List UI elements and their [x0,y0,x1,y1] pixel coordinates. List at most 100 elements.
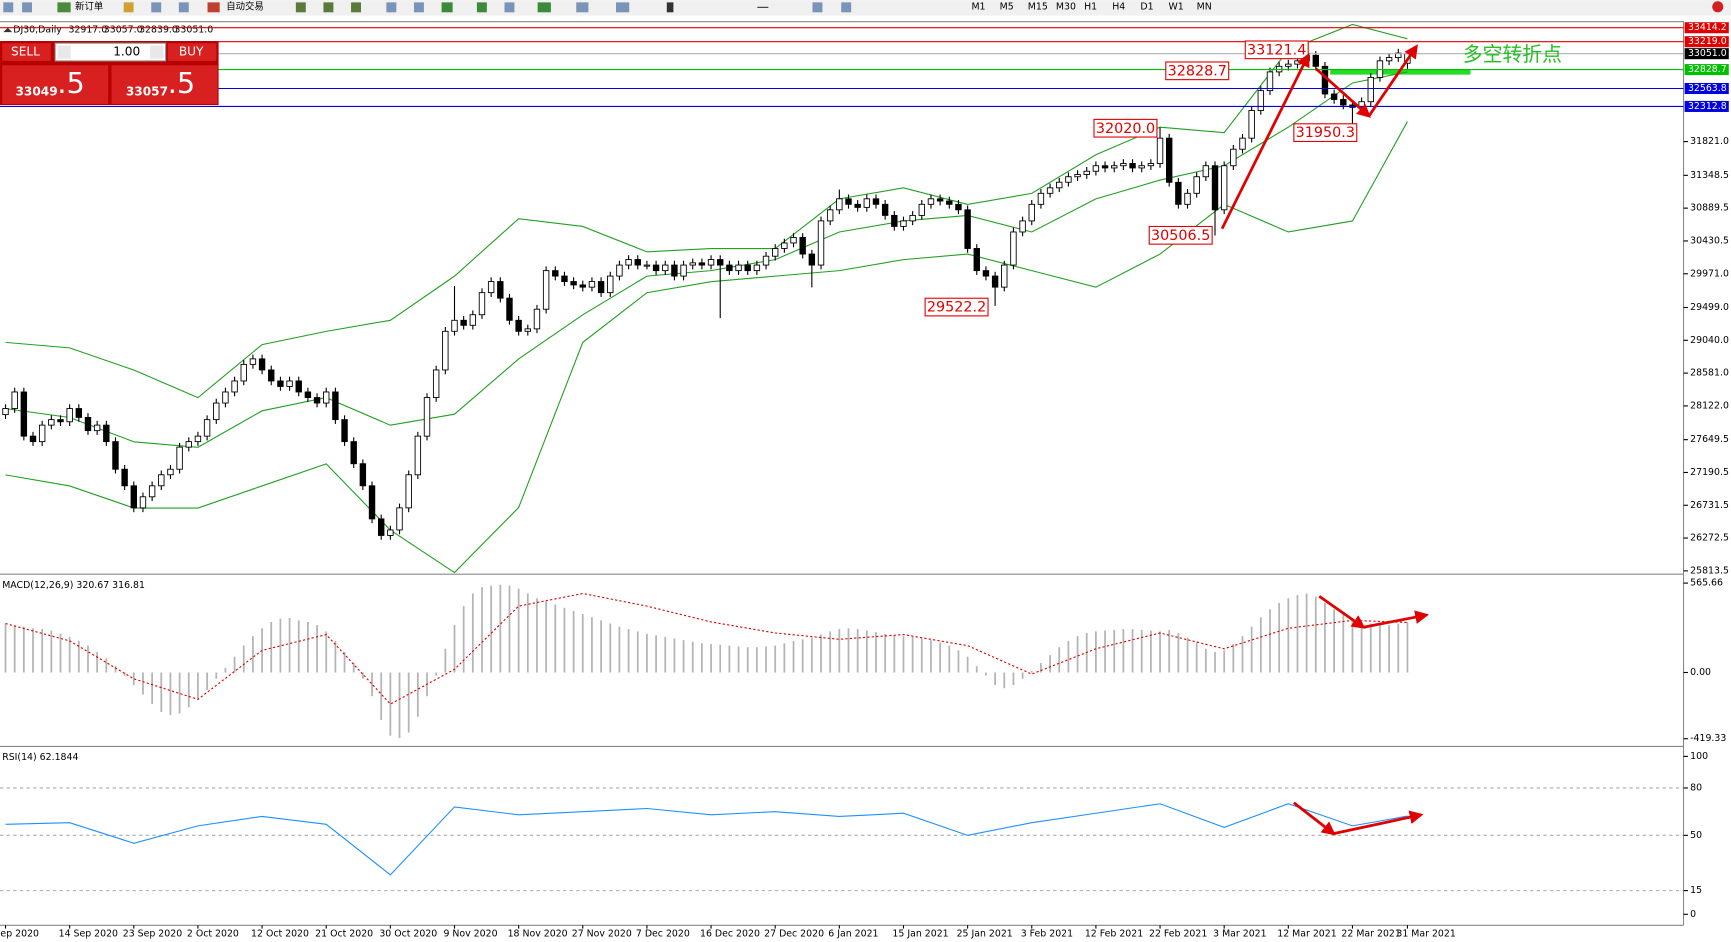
candle-body [707,259,715,266]
symbol-title: DJ30,Daily [13,24,62,35]
candle-body [249,358,257,365]
candle-body [1092,165,1100,172]
candle-body [1111,165,1118,169]
x-tick-label: 21 Oct 2020 [315,929,373,940]
timeframe-button[interactable]: M1 [971,1,985,12]
y-tick-label: 27649.5 [1690,434,1729,445]
x-tick-label: 18 Nov 2020 [508,929,568,940]
candle-body [973,248,980,272]
candle-body [323,391,330,404]
candle-body [1083,170,1090,175]
ask-button[interactable] [111,65,218,104]
y-tick-label: 0.00 [1690,667,1711,678]
x-tick-label: 15 Jan 2021 [892,929,948,940]
candle-body [1385,57,1393,62]
candle-body [1202,165,1210,178]
bollinger-upper [5,23,1408,399]
lot-value: 1.00 [113,45,140,59]
candle-body [771,248,779,257]
candle-body [1248,110,1255,139]
x-tick-label: 27 Nov 2020 [572,929,632,940]
candle-body [900,220,907,227]
candle-body [1175,181,1182,205]
candle-body [1001,264,1008,288]
x-tick-label: 31 Mar 2021 [1396,929,1455,940]
x-tick-label: 22 Feb 2021 [1149,929,1207,940]
timeframe-button[interactable]: M5 [1000,1,1014,12]
timeframe-button[interactable]: M30 [1056,1,1076,12]
candle-body [295,380,302,393]
candle-body [11,391,18,409]
candle-body [808,253,816,266]
collapse-icon[interactable] [3,27,13,33]
timeframe-button[interactable]: H4 [1112,1,1125,12]
candle-body [139,496,147,509]
price-level-tag [1684,22,1729,34]
price-level-label: 32563.8 [1688,83,1727,94]
candle-body [240,363,247,382]
candle-body [982,270,990,277]
lot-down[interactable] [57,45,71,59]
candle-body [57,419,64,423]
candle-body [1193,176,1200,194]
candle-body [158,474,165,487]
candle-body [1395,52,1402,58]
sell-button[interactable] [2,43,51,61]
header-value: 33051.0 [174,24,213,35]
candle-body [588,281,596,288]
bid-button[interactable] [2,65,109,104]
candle-body [1330,93,1338,100]
lot-up[interactable] [150,45,164,59]
candle-body [258,358,266,371]
price-level-label: 33219.0 [1688,36,1727,47]
candle-body [735,264,742,272]
candle-body [652,264,660,272]
timeframe-button[interactable]: D1 [1140,1,1153,12]
toolbar-icons [3,1,1724,13]
candle-body [1230,148,1237,167]
candle-body [616,264,623,277]
candle-body [955,203,962,211]
trade-panel: SELL 1.00 BUY 33049 .5 33057 .5 [0,41,219,106]
candle-body [313,397,321,404]
candle-body [1257,90,1265,111]
candle-body [268,369,275,382]
candle-body [304,391,312,398]
lot-input[interactable] [54,42,167,62]
candle-body [570,281,577,286]
y-tick-label: 25813.5 [1690,565,1729,576]
timeframe-button[interactable]: MN [1197,1,1212,12]
x-tick-label: 9 Nov 2020 [443,929,497,940]
candle-body [799,237,806,255]
macd-signal [5,592,1408,705]
annotation: 33121.4 [1247,42,1306,58]
timeframe-button[interactable]: H1 [1084,1,1097,12]
candle-body [863,198,871,208]
y-tick-label: 31348.5 [1690,170,1729,181]
candle-body [533,308,541,330]
toolbar-button[interactable]: 新订单 [75,0,103,12]
annotation: 30506.5 [1151,228,1210,244]
indicator-title: RSI(14) 62.1844 [2,752,78,763]
timeframe-button[interactable]: M15 [1028,1,1048,12]
y-tick-label: 80 [1690,782,1702,793]
candle-body [1019,220,1026,233]
bollinger-middle [5,71,1408,448]
buy-button[interactable] [167,43,217,61]
candle-body [1165,137,1173,183]
candle-body [103,424,110,443]
x-tick-label: 3 Mar 2021 [1213,929,1267,940]
toolbar-button[interactable]: 自动交易 [226,0,264,12]
candle-body [75,408,83,418]
timeframe-button[interactable]: W1 [1169,1,1184,12]
candle-body [148,485,156,498]
candle-body [442,330,449,371]
annotation-box [1293,123,1358,143]
candle-body [277,380,284,387]
buy-label: BUY [179,45,204,59]
candle-body [698,262,706,266]
candle-body [478,292,486,316]
y-tick-label: 28122.0 [1690,400,1729,411]
price-level-tag [1684,36,1729,48]
